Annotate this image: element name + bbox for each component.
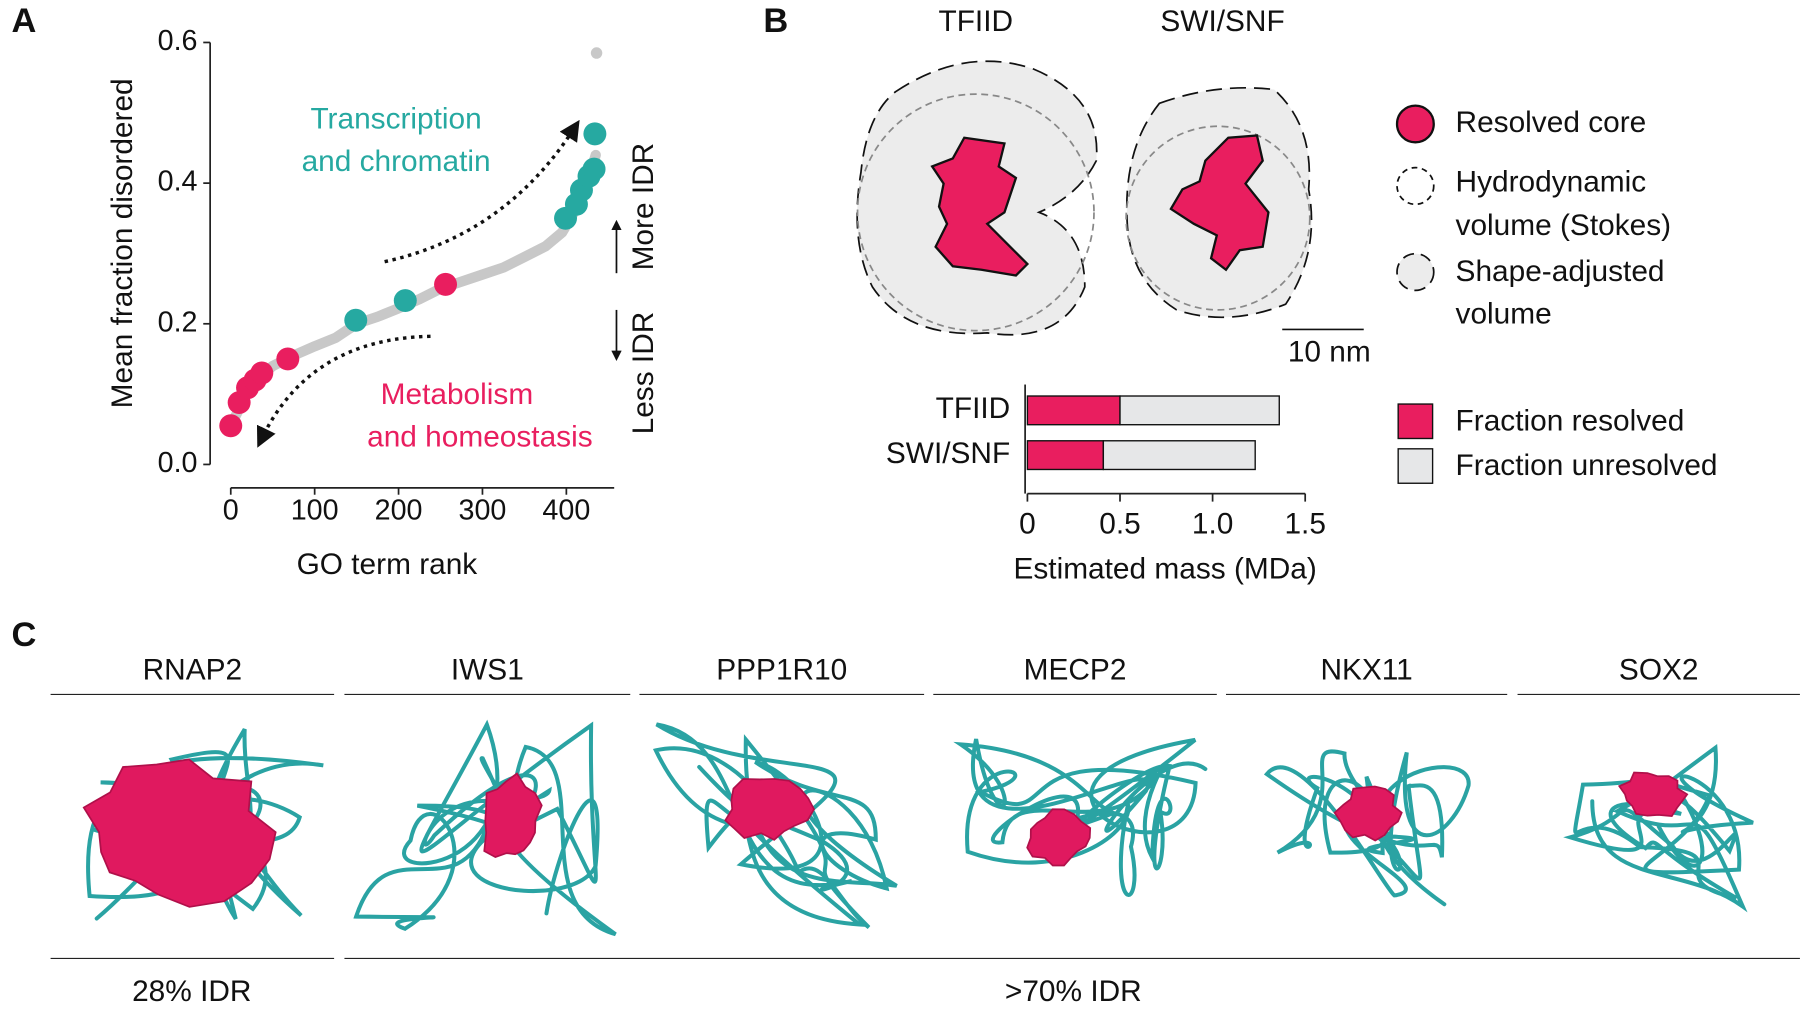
structured-domain [82,758,277,908]
point [250,361,274,385]
y-axis-label: Mean fraction disordered [106,78,139,408]
annotation: Less IDR [627,312,660,435]
annotation: Transcription [310,102,481,135]
legend-label: Fraction resolved [1456,404,1685,437]
annotation: More IDR [627,143,660,271]
x-tick-label: 400 [542,495,590,527]
legend-swatch [1396,166,1435,206]
legend-label: volume [1456,298,1552,331]
annotation: Metabolism [381,378,534,411]
bar-segment [1026,440,1105,471]
structured-domain [724,778,816,841]
panel-label: C [12,616,37,654]
complex-label: SWI/SNF [1160,5,1284,38]
legend-label: volume (Stokes) [1456,209,1672,242]
x-tick-label: 100 [291,495,339,527]
legend-swatch [1395,104,1435,144]
disordered-chain [953,737,1208,897]
resolved-core [1169,134,1270,272]
structure-label: MECP2 [1024,653,1127,686]
point [434,272,458,296]
point [276,347,300,371]
y-tick-label: 0.6 [158,25,198,57]
point [582,157,606,181]
point [344,308,368,332]
complex-label: TFIID [938,5,1013,38]
y-tick-label: TFIID [936,392,1011,425]
structure-label: NKX11 [1320,653,1412,686]
legend-swatch [1397,448,1434,484]
disordered-chain [652,722,898,929]
x-tick-label: 1.0 [1192,508,1233,541]
group-label: 28% IDR [132,975,251,1008]
x-tick-label: 0 [223,495,239,527]
trend-arrow [256,334,431,448]
legend-label: Hydrodynamic [1456,166,1647,199]
point [590,47,603,59]
y-tick-label: 0.0 [158,447,198,479]
bar-segment [1119,395,1280,426]
structured-domain [1333,785,1403,842]
x-tick-label: 1.5 [1284,508,1325,541]
x-axis-label: Estimated mass (MDa) [1013,552,1316,585]
structure-label: IWS1 [451,653,524,686]
bar-segment [1102,440,1256,471]
x-tick-label: 0.5 [1099,508,1140,541]
structured-domain [1026,808,1092,867]
point [393,289,417,313]
bar-segment [1026,395,1121,426]
y-tick-label: 0.2 [158,306,198,338]
legend-label: Shape-adjusted [1456,255,1665,288]
annotation: and chromatin [302,145,491,178]
scale-label: 10 nm [1288,335,1371,368]
group-label: >70% IDR [1005,975,1142,1008]
x-tick-label: 300 [459,495,507,527]
y-tick-label: SWI/SNF [886,437,1010,470]
point [219,414,243,438]
point [583,122,607,146]
structure-label: PPP1R10 [716,653,847,686]
disordered-chain [1563,743,1754,913]
panel-label: B [763,2,788,40]
structured-domain [1617,771,1689,818]
legend-swatch [1396,252,1435,292]
legend-label: Resolved core [1456,106,1647,139]
legend-swatch [1397,403,1434,440]
stokes-volume [856,93,1095,332]
panel-label: A [12,2,37,40]
resolved-core [930,136,1030,277]
x-tick-label: 0 [1019,508,1036,541]
legend-label: Fraction unresolved [1456,449,1718,482]
annotation: and homeostasis [367,420,593,453]
y-tick-label: 0.4 [158,166,198,198]
x-tick-label: 200 [375,495,423,527]
structure-label: RNAP2 [143,653,242,686]
structured-domain [483,772,543,859]
x-axis-label: GO term rank [297,548,478,581]
structure-label: SOX2 [1619,653,1699,686]
stokes-volume [1125,125,1311,311]
